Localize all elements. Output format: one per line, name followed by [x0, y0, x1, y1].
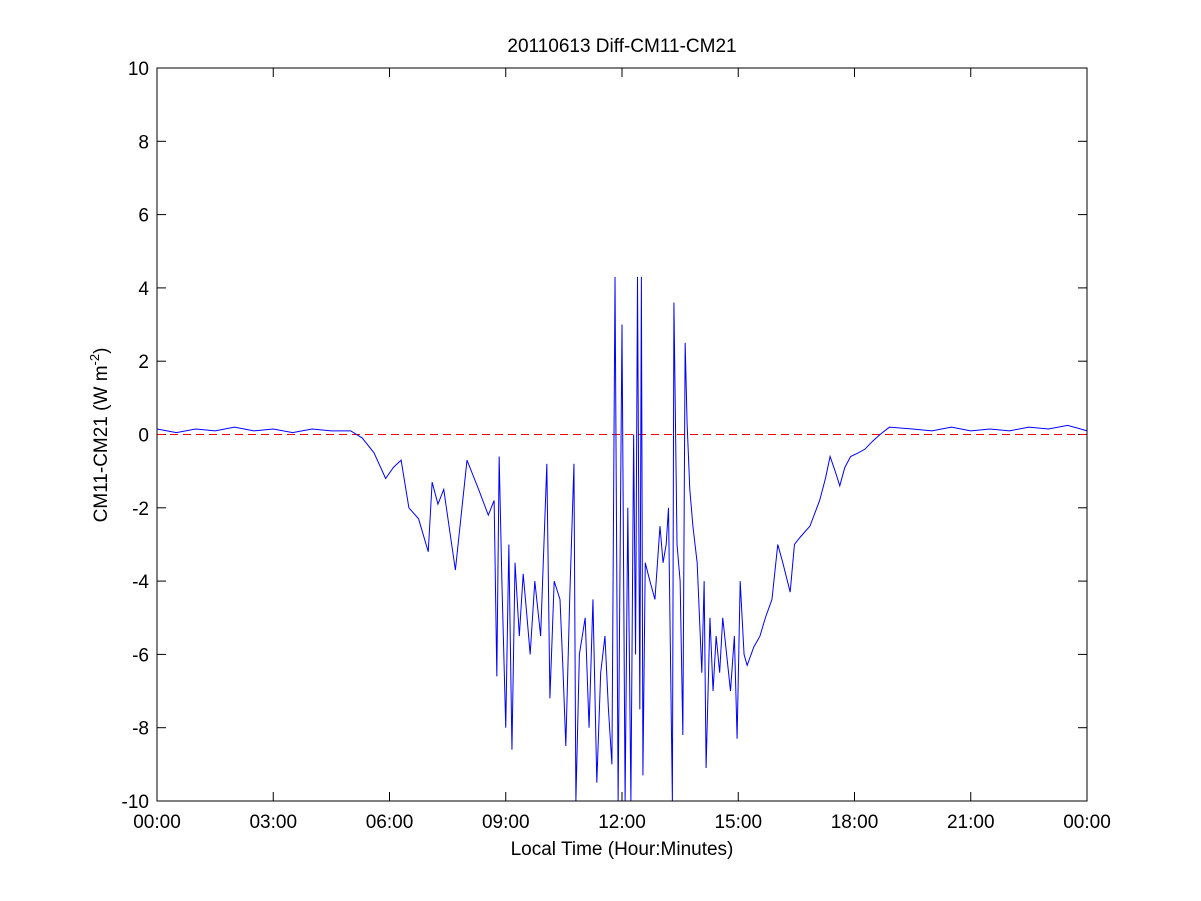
y-tick-label: 8 — [138, 132, 149, 153]
y-tick-label: 0 — [138, 426, 149, 447]
y-tick-label: -4 — [132, 572, 149, 593]
x-tick-label: 00:00 — [1063, 812, 1111, 833]
y-tick-label: 4 — [138, 279, 149, 300]
y-tick-label: -6 — [132, 645, 149, 666]
y-tick-label: -10 — [122, 792, 149, 813]
x-tick-label: 18:00 — [831, 812, 879, 833]
y-axis-label-text: CM11-CM21 (W m — [91, 365, 112, 522]
chart-title: 20110613 Diff-CM11-CM21 — [507, 36, 736, 57]
x-tick-label: 06:00 — [366, 812, 414, 833]
y-tick-label: 10 — [128, 59, 149, 80]
x-tick-label: 00:00 — [133, 812, 181, 833]
x-tick-label: 21:00 — [947, 812, 995, 833]
x-tick-label: 15:00 — [714, 812, 762, 833]
x-tick-label: 12:00 — [598, 812, 646, 833]
y-tick-label: 6 — [138, 206, 149, 227]
y-tick-label: -8 — [132, 719, 149, 740]
y-axis-label-sup: -2 — [87, 354, 102, 366]
x-tick-label: 03:00 — [249, 812, 297, 833]
y-tick-label: 2 — [138, 352, 149, 373]
plot-frame — [156, 67, 1088, 802]
data-line — [157, 276, 1087, 801]
x-axis-label: Local Time (Hour:Minutes) — [511, 839, 734, 860]
x-tick-label: 09:00 — [482, 812, 530, 833]
y-tick-label: -2 — [132, 499, 149, 520]
y-axis-label: CM11-CM21 (W m-2) — [87, 348, 112, 523]
y-axis-label-suffix: ) — [91, 348, 112, 354]
